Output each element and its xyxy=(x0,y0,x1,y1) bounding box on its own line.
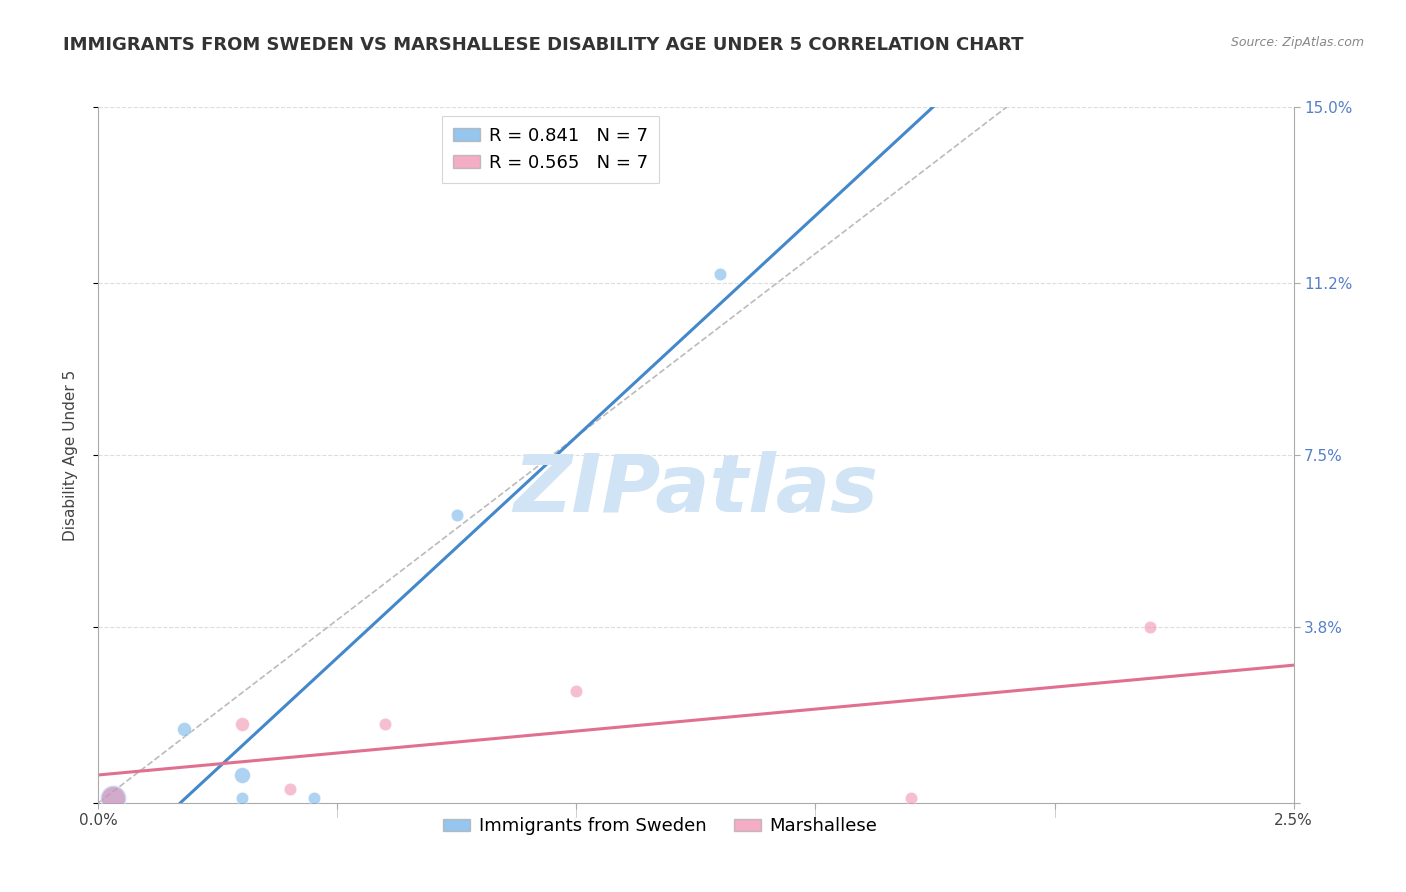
Legend: Immigrants from Sweden, Marshallese: Immigrants from Sweden, Marshallese xyxy=(436,810,884,842)
Point xyxy=(446,508,468,523)
Point xyxy=(278,781,301,796)
Point xyxy=(173,722,195,736)
Point xyxy=(101,791,124,805)
Y-axis label: Disability Age Under 5: Disability Age Under 5 xyxy=(63,369,77,541)
Point xyxy=(231,717,253,731)
Point xyxy=(565,684,588,698)
Point xyxy=(101,791,124,805)
Point xyxy=(231,791,253,805)
Text: Source: ZipAtlas.com: Source: ZipAtlas.com xyxy=(1230,36,1364,49)
Point xyxy=(231,768,253,782)
Point xyxy=(900,791,922,805)
Point xyxy=(374,717,396,731)
Text: IMMIGRANTS FROM SWEDEN VS MARSHALLESE DISABILITY AGE UNDER 5 CORRELATION CHART: IMMIGRANTS FROM SWEDEN VS MARSHALLESE DI… xyxy=(63,36,1024,54)
Point xyxy=(709,267,731,281)
Text: ZIPatlas: ZIPatlas xyxy=(513,450,879,529)
Point xyxy=(302,791,325,805)
Point xyxy=(1139,619,1161,633)
